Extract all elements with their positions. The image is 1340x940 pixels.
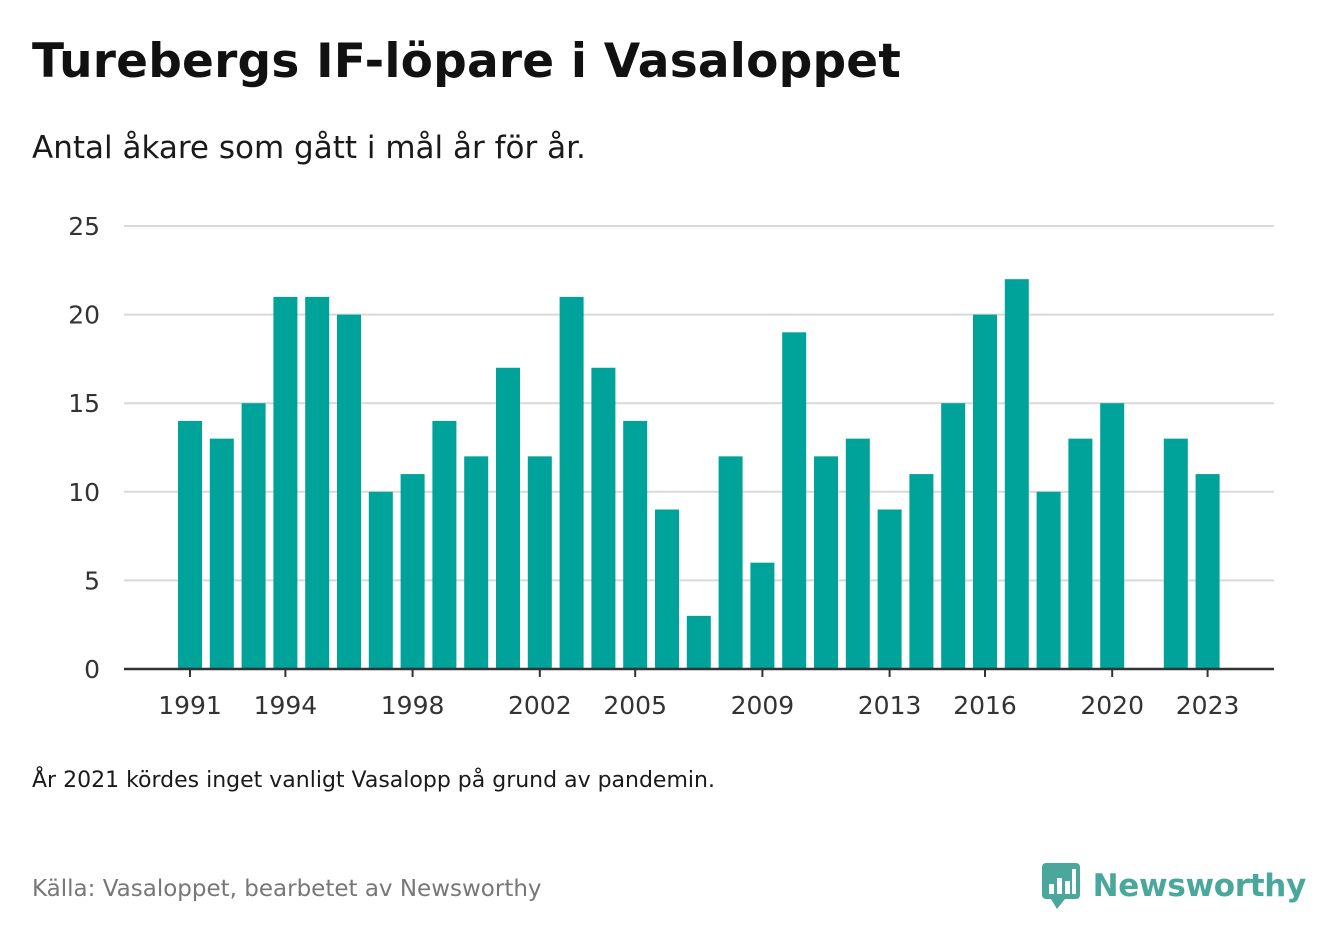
y-axis-ticks: 0 5 10 15 20 25 (68, 212, 100, 684)
footnote: År 2021 kördes inget vanligt Vasalopp på… (32, 768, 715, 793)
y-tick-label: 20 (68, 301, 100, 330)
newsworthy-logo-icon (1041, 863, 1080, 909)
bar-2007 (686, 615, 711, 669)
x-tick-label: 2020 (1080, 691, 1144, 720)
bar-1995 (305, 296, 330, 669)
bar-2020 (1100, 403, 1125, 669)
x-tick-label: 2005 (603, 691, 667, 720)
bar-2017 (1004, 279, 1029, 669)
bar-2004 (591, 367, 616, 669)
bar-2014 (909, 474, 934, 669)
x-tick-label: 1994 (254, 691, 318, 720)
y-tick-label: 25 (68, 212, 100, 241)
bar-2023 (1195, 474, 1220, 669)
bar-2019 (1068, 438, 1093, 669)
bar-1991 (178, 420, 202, 669)
x-axis-ticks: 1991 1994 1998 2002 2005 2009 2013 2016 2020 2023 (158, 669, 1239, 720)
bar-1993 (241, 403, 266, 669)
bar-2005 (623, 420, 648, 669)
bar-2002 (527, 456, 552, 669)
bar-2009 (750, 562, 775, 669)
bar-2018 (1036, 491, 1061, 669)
y-tick-label: 5 (84, 566, 100, 595)
bar-2015 (941, 403, 966, 669)
bar-2010 (782, 332, 807, 669)
x-tick-label: 2002 (508, 691, 572, 720)
bar-2013 (877, 509, 902, 669)
bar-2012 (845, 438, 870, 669)
bar-chart: 0 5 10 15 20 25 1991 1994 1998 2002 2005 2009 2013 2… (68, 212, 1274, 720)
bar-1996 (337, 314, 361, 669)
chart-subtitle: Antal åkare som gått i mål år för år. (32, 130, 586, 166)
chart-title: Turebergs IF-löpare i Vasaloppet (32, 34, 902, 89)
y-tick-label: 15 (68, 389, 100, 418)
bar-1998 (400, 474, 425, 669)
x-tick-label: 2013 (858, 691, 922, 720)
source-text: Källa: Vasaloppet, bearbetet av Newswort… (32, 876, 542, 902)
x-tick-label: 2009 (731, 691, 795, 720)
bar-1997 (368, 491, 393, 669)
bar-2016 (973, 314, 997, 669)
bar-1994 (273, 296, 298, 669)
bar-2003 (559, 296, 584, 669)
x-tick-label: 2016 (953, 691, 1017, 720)
x-tick-label: 1998 (381, 691, 445, 720)
x-tick-label: 1991 (158, 691, 222, 720)
bar-1999 (432, 420, 457, 669)
bar-2000 (464, 456, 489, 669)
bar-2001 (496, 367, 520, 669)
y-tick-label: 0 (84, 655, 100, 684)
bar-2011 (814, 456, 838, 669)
bars (178, 279, 1220, 669)
bar-2006 (655, 509, 679, 669)
brand-logo: Newsworthy (1041, 862, 1306, 910)
x-tick-label: 2023 (1176, 691, 1240, 720)
bar-1992 (209, 438, 234, 669)
brand-name: Newsworthy (1092, 868, 1307, 904)
bar-2022 (1163, 438, 1188, 669)
bar-2008 (718, 456, 743, 669)
y-tick-label: 10 (68, 478, 100, 507)
